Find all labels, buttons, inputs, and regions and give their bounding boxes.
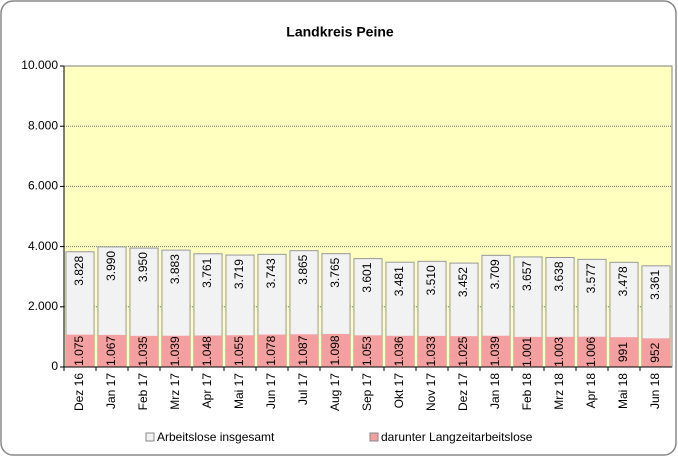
x-tick-label: Apr 17	[200, 373, 214, 409]
value-label: 1.039	[168, 336, 182, 366]
value-label: 1.048	[200, 336, 214, 366]
value-label: 1.075	[72, 335, 86, 365]
bar	[353, 335, 383, 367]
value-label: 1.035	[136, 336, 150, 366]
value-label: 3.709	[488, 259, 502, 289]
x-tick-label: Mrz 17	[168, 373, 182, 410]
value-label: 952	[648, 342, 662, 362]
legend-swatch	[145, 432, 155, 442]
value-label: 1.025	[456, 336, 470, 366]
bar	[161, 335, 191, 367]
x-tick-label: Mrz 18	[552, 373, 566, 410]
y-tick-label: 0	[51, 359, 58, 373]
value-label: 3.478	[616, 266, 630, 296]
value-label: 1.055	[232, 336, 246, 366]
value-label: 1.078	[264, 335, 278, 365]
x-tick-label: Dez 17	[456, 373, 470, 411]
value-label: 3.950	[136, 252, 150, 282]
value-label: 1.098	[328, 335, 342, 365]
value-label: 3.743	[264, 258, 278, 288]
value-label: 3.452	[456, 267, 470, 297]
x-tick-label: Aug 17	[328, 373, 342, 411]
x-tick-label: Jan 17	[104, 373, 118, 409]
value-label: 1.087	[296, 335, 310, 365]
value-label: 3.828	[72, 255, 86, 285]
x-tick-label: Mai 17	[232, 373, 246, 409]
legend-swatch	[369, 432, 379, 442]
bar	[417, 335, 447, 367]
value-label: 3.865	[296, 254, 310, 284]
bar	[129, 335, 159, 367]
x-tick-label: Apr 18	[584, 373, 598, 409]
value-label: 1.053	[360, 336, 374, 366]
x-tick-label: Mai 18	[616, 373, 630, 409]
value-label: 3.577	[584, 263, 598, 293]
bar	[609, 337, 639, 367]
x-tick-label: Feb 17	[136, 373, 150, 411]
value-label: 1.003	[552, 337, 566, 367]
value-label: 1.001	[520, 337, 534, 367]
value-label: 1.067	[104, 336, 118, 366]
value-label: 1.036	[392, 336, 406, 366]
bar	[513, 336, 543, 367]
value-label: 3.883	[168, 254, 182, 284]
bar	[225, 335, 255, 367]
value-label: 3.481	[392, 266, 406, 296]
value-label: 1.033	[424, 336, 438, 366]
x-tick-label: Jun 18	[648, 373, 662, 409]
value-label: 3.761	[200, 257, 214, 287]
bar	[449, 336, 479, 367]
value-label: 3.601	[360, 262, 374, 292]
value-label: 3.361	[648, 270, 662, 300]
chart-title: Landkreis Peine	[286, 24, 394, 40]
bar	[577, 336, 607, 367]
bar	[641, 338, 671, 367]
x-tick-label: Nov 17	[424, 373, 438, 411]
value-label: 3.638	[552, 261, 566, 291]
legend-label: darunter Langzeitarbeitslose	[381, 430, 533, 444]
x-tick-label: Jun 17	[264, 373, 278, 409]
bar	[97, 334, 127, 367]
bar	[289, 334, 319, 367]
y-tick-label: 2.000	[28, 299, 58, 313]
bar	[65, 334, 95, 367]
x-tick-label: Feb 18	[520, 373, 534, 411]
x-tick-label: Okt 17	[392, 373, 406, 409]
y-tick-label: 8.000	[28, 118, 58, 132]
bar	[481, 335, 511, 367]
y-tick-label: 6.000	[28, 179, 58, 193]
value-label: 3.657	[520, 261, 534, 291]
x-tick-label: Jan 18	[488, 373, 502, 409]
bar	[193, 335, 223, 367]
y-tick-label: 4.000	[28, 239, 58, 253]
value-label: 1.006	[584, 337, 598, 367]
legend-label: Arbeitslose insgesamt	[157, 430, 275, 444]
value-label: 991	[616, 342, 630, 362]
y-tick-label: 10.000	[21, 58, 58, 72]
value-label: 1.039	[488, 336, 502, 366]
x-tick-label: Jul 17	[296, 373, 310, 405]
value-label: 3.765	[328, 257, 342, 287]
x-tick-label: Sep 17	[360, 373, 374, 411]
value-label: 3.990	[104, 251, 118, 281]
bar	[545, 336, 575, 367]
bar	[321, 333, 351, 367]
value-label: 3.719	[232, 259, 246, 289]
x-tick-label: Dez 16	[72, 373, 86, 411]
bar	[257, 334, 287, 367]
value-label: 3.510	[424, 265, 438, 295]
bar	[385, 335, 415, 367]
